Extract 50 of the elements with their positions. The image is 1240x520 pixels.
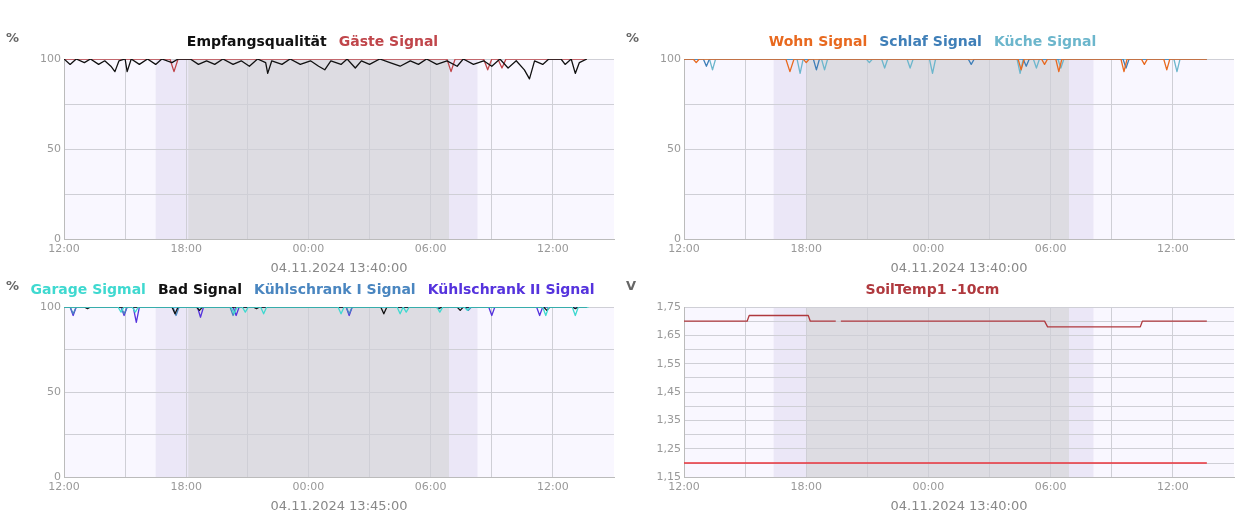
x-axis-title: 04.11.2024 13:40:00 xyxy=(270,259,408,275)
series-label: Kühlschrank II Signal xyxy=(427,280,595,297)
x-tick-label: 00:00 xyxy=(912,479,945,493)
x-axis-title: 04.11.2024 13:40:00 xyxy=(890,259,1028,275)
y-axis-title: V xyxy=(626,277,637,293)
y-tick-label: 100 xyxy=(40,51,61,65)
series-label: Küche Signal xyxy=(993,32,1097,49)
y-axis-title: % xyxy=(626,29,640,45)
y-tick-label: 1,65 xyxy=(656,328,681,342)
x-axis-title: 04.11.2024 13:40:00 xyxy=(890,497,1028,513)
y-tick-label: 1,25 xyxy=(656,441,681,455)
x-tick-label: 00:00 xyxy=(292,241,325,255)
x-tick-label: 06:00 xyxy=(414,241,447,255)
series-label: Wohn Signal xyxy=(768,32,868,49)
x-tick-label: 12:00 xyxy=(668,241,700,255)
series-label: Garage Sigmal xyxy=(30,280,146,297)
y-tick-label: 100 xyxy=(660,51,681,65)
y-tick-label: 1,75 xyxy=(656,299,681,313)
x-tick-label: 06:00 xyxy=(1034,241,1067,255)
y-tick-label: 50 xyxy=(47,384,61,398)
x-tick-label: 18:00 xyxy=(790,241,823,255)
y-tick-label: 100 xyxy=(40,299,61,313)
x-tick-label: 12:00 xyxy=(668,479,700,493)
series-label: Empfangsqualität xyxy=(186,32,328,49)
x-tick-label: 12:00 xyxy=(1157,479,1189,493)
y-tick-label: 1,55 xyxy=(656,356,681,370)
x-tick-label: 06:00 xyxy=(1034,479,1067,493)
x-tick-label: 12:00 xyxy=(48,479,80,493)
x-tick-label: 06:00 xyxy=(414,479,447,493)
y-tick-label: 50 xyxy=(47,141,61,155)
y-tick-label: 50 xyxy=(667,141,681,155)
x-tick-label: 12:00 xyxy=(1157,241,1189,255)
x-tick-label: 12:00 xyxy=(537,241,569,255)
series-label: Gäste Signal xyxy=(338,32,439,49)
y-tick-label: 1,35 xyxy=(656,413,681,427)
x-tick-label: 18:00 xyxy=(790,479,823,493)
series-label: Kühlschrank I Signal xyxy=(254,280,416,297)
y-axis-title: % xyxy=(6,277,20,293)
series-label: Bad Signal xyxy=(157,280,243,297)
series-label: SoilTemp1 -10cm xyxy=(865,280,1000,297)
series-label: Schlaf Signal xyxy=(879,32,982,49)
x-tick-label: 00:00 xyxy=(292,479,325,493)
x-tick-label: 00:00 xyxy=(912,241,945,255)
x-tick-label: 12:00 xyxy=(48,241,80,255)
y-axis-title: % xyxy=(6,29,20,45)
y-tick-label: 1,45 xyxy=(656,384,681,398)
x-tick-label: 18:00 xyxy=(170,241,203,255)
x-tick-label: 12:00 xyxy=(537,479,569,493)
x-axis-title: 04.11.2024 13:45:00 xyxy=(270,497,408,513)
x-tick-label: 18:00 xyxy=(170,479,203,493)
